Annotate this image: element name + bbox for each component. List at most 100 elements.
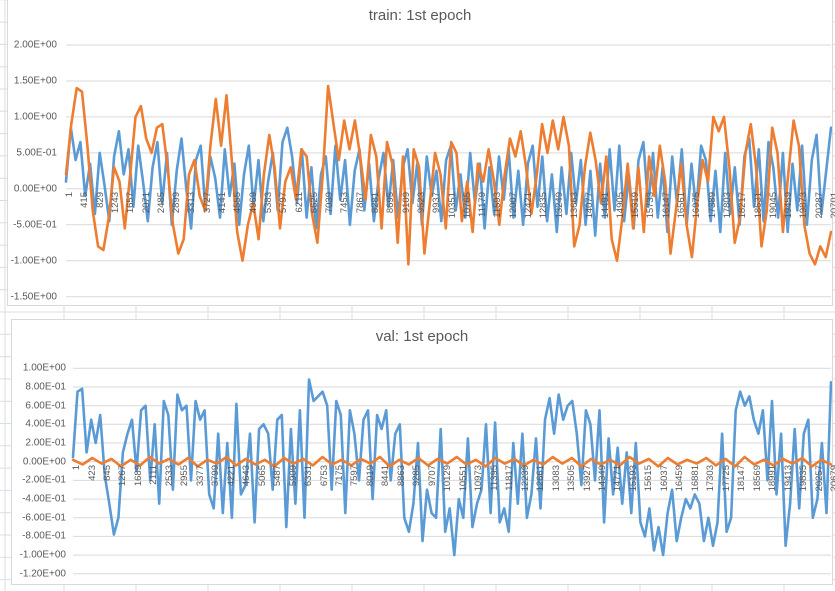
x-axis-tick-label: 13927 (581, 464, 593, 492)
y-axis-tick-label: -8.00E-01 (22, 530, 66, 542)
x-axis-tick-label: 2899 (171, 191, 183, 213)
x-axis-tick-label: 7039 (324, 191, 336, 213)
x-axis-tick-label: 16975 (691, 191, 703, 219)
y-axis-tick-label: -2.00E-01 (22, 474, 66, 486)
x-axis-tick-label: 20679 (829, 464, 835, 492)
y-axis-tick-label: -4.00E-01 (22, 493, 66, 505)
y-axis-tick-label: 1.50E+00 (13, 75, 57, 87)
x-axis-tick-label: 12835 (538, 191, 550, 219)
x-axis-tick-label: 15615 (643, 464, 655, 492)
x-axis-tick-label: 14491 (599, 191, 611, 219)
y-axis-tick-label: -1.00E+00 (10, 255, 57, 267)
val-chart[interactable]: val: 1st epoch 1.00E+00 8.00E-01 6.00E-01 4… (11, 319, 835, 585)
series-blue (71, 378, 832, 557)
x-axis-tick-label: 3313 (186, 191, 198, 213)
y-axis-tick-label: 4.00E-01 (25, 418, 66, 430)
x-axis-tick-label: 10551 (457, 464, 469, 492)
y-axis-tick-label: 6.00E-01 (25, 400, 66, 412)
x-axis-tick-label: 10765 (461, 191, 473, 219)
x-axis-tick-label: 829 (94, 191, 106, 208)
series-orange (64, 84, 832, 266)
x-axis-tick-label: 17389 (706, 191, 718, 219)
x-axis-tick-label: 7597 (349, 464, 361, 486)
x-axis-tick-label: 18217 (737, 191, 749, 219)
x-axis-tick-label: 20701 (829, 191, 835, 219)
x-axis-tick-label: 6625 (308, 191, 320, 213)
x-axis-tick-label: 12421 (523, 191, 534, 219)
x-axis-tick-label: 3727 (201, 191, 213, 213)
x-axis-tick-label: 13505 (566, 464, 577, 492)
x-axis-tick-label: 19045 (767, 191, 779, 219)
x-axis-tick-label: 18631 (752, 191, 764, 219)
x-axis-tick-label: 8281 (370, 191, 381, 213)
x-axis-tick-label: 20287 (813, 191, 825, 219)
x-axis-tick-label: 12007 (507, 191, 519, 219)
x-axis-tick-label: 1689 (132, 464, 144, 486)
x-axis-tick-label: 16037 (658, 464, 670, 492)
x-axis-tick-label: 5909 (287, 464, 299, 486)
x-axis-tick-label: 8019 (364, 464, 376, 486)
x-axis-tick-label: 4555 (232, 191, 244, 213)
x-axis-tick-label: 1243 (109, 191, 121, 213)
x-axis-tick-label: 2071 (140, 191, 152, 213)
x-axis-tick-label: 8863 (395, 464, 407, 486)
y-axis-tick-label: 0.00E+00 (13, 183, 57, 195)
x-axis-tick-label: 16881 (689, 464, 701, 492)
x-axis-tick-label: 12239 (519, 464, 531, 492)
x-axis-tick-label: 4643 (241, 464, 253, 486)
x-axis-tick-label: 6753 (318, 464, 330, 486)
y-axis-tick-label: 1.00E+00 (13, 111, 57, 123)
x-axis-tick-label: 19413 (782, 464, 794, 492)
x-axis-tick-label: 845 (101, 464, 113, 481)
x-axis-tick-label: 16147 (660, 191, 672, 219)
y-axis-tick-label: 0.00E+00 (22, 456, 66, 468)
x-axis-tick-label: 1 (71, 464, 82, 470)
x-axis-tick-label: 19835 (798, 464, 810, 492)
y-axis-tick-label: -6.00E-01 (22, 512, 66, 524)
series-blue (64, 126, 832, 237)
x-axis-tick-label: 423 (86, 464, 98, 481)
x-axis-tick-label: 19459 (783, 191, 795, 219)
x-axis-tick-label: 11395 (488, 464, 500, 491)
x-axis-tick-label: 2533 (163, 464, 175, 486)
x-axis-tick-label: 14771 (612, 464, 624, 492)
x-axis-tick-label: 9937 (431, 191, 443, 213)
y-axis-tick-label: -1.00E+00 (19, 549, 66, 561)
x-axis-tick-label: 15319 (630, 191, 642, 219)
x-axis-tick-label: 1267 (117, 464, 129, 486)
x-axis-tick-label: 4221 (225, 464, 237, 486)
x-axis-tick-label: 10129 (442, 464, 454, 492)
x-axis-tick-label: 9707 (426, 464, 438, 486)
x-axis-tick-label: 3799 (210, 464, 222, 486)
x-axis-tick-label: 16561 (676, 191, 687, 219)
x-axis-tick-label: 4969 (247, 191, 259, 213)
x-axis-tick-label: 10973 (473, 464, 485, 492)
x-axis-tick-label: 6211 (293, 191, 305, 213)
x-axis-tick-label: 7453 (339, 191, 351, 213)
y-axis-tick-label: 2.00E-01 (25, 437, 66, 449)
x-axis-tick-label: 9285 (411, 464, 423, 486)
x-axis-tick-label: 20257 (813, 464, 825, 492)
x-axis-tick-label: 415 (79, 191, 91, 208)
x-axis-tick-label: 17803 (721, 191, 733, 219)
x-axis-tick-label: 4141 (217, 191, 228, 213)
y-axis-tick-label: 2.00E+00 (13, 39, 57, 51)
train-chart[interactable]: train: 1st epoch 2.00E+00 1.50E+00 1.00E+0… (7, 0, 835, 306)
x-axis-tick-label: 2955 (179, 464, 191, 486)
x-axis-tick-label: 11593 (492, 191, 504, 218)
x-axis-tick-label: 13249 (553, 191, 565, 219)
x-axis-tick-label: 5487 (272, 464, 284, 486)
x-axis-tick-label: 11817 (504, 464, 516, 491)
x-axis-tick-label: 17725 (720, 464, 732, 492)
chart-title-train: train: 1st epoch (368, 7, 472, 24)
y-axis-tick-label: -5.00E-01 (13, 219, 57, 231)
chart-title-val: val: 1st epoch (375, 328, 469, 345)
x-axis-tick-label: 1657 (125, 191, 137, 213)
x-axis-tick-label: 7175 (334, 464, 345, 486)
series-orange (71, 455, 832, 468)
x-axis-tick-label: 14349 (597, 464, 608, 492)
x-axis-tick-label: 5383 (262, 191, 274, 213)
x-axis-tick-label: 2111 (148, 464, 160, 485)
y-axis-tick-label: 5.00E-01 (16, 147, 57, 159)
